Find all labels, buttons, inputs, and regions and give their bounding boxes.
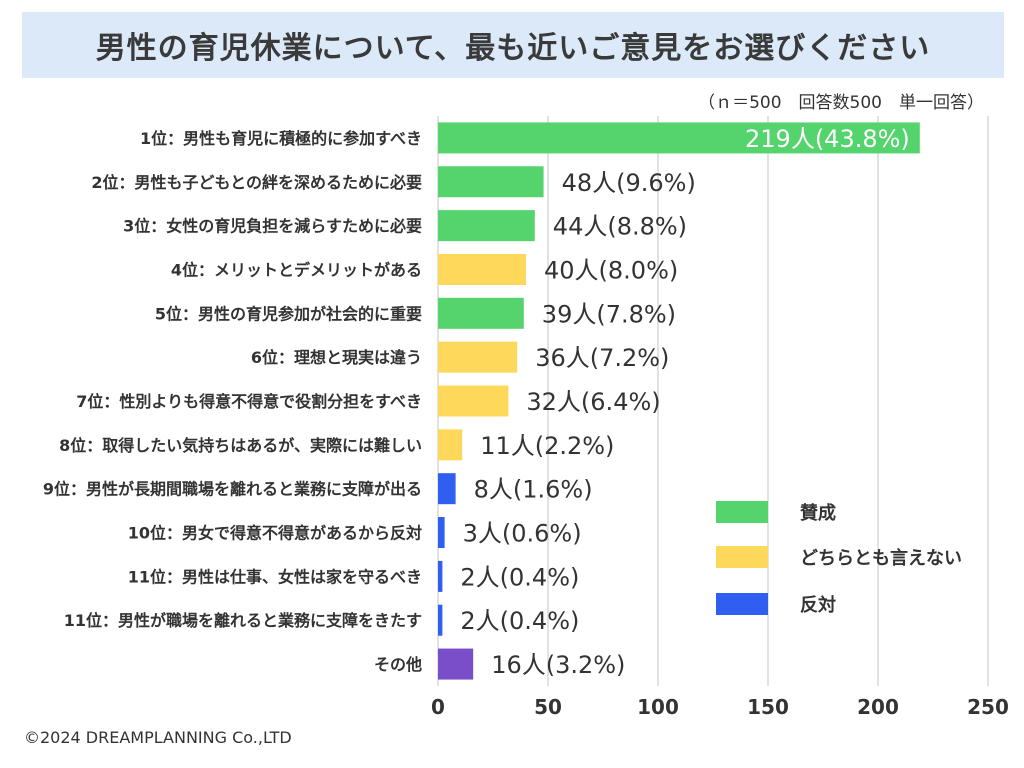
bar <box>438 341 518 373</box>
legend-swatch-neutral <box>716 546 768 568</box>
category-label: その他 <box>374 655 422 674</box>
value-label: 8人(1.6%) <box>474 476 593 504</box>
value-label: 40人(8.0%) <box>544 256 678 284</box>
category-labels: 1位：男性も育児に積極的に参加すべき 2位：男性も子どもとの絆を深めるために必要 3… <box>43 129 422 674</box>
bar <box>438 604 443 636</box>
x-tick-label: 50 <box>534 695 562 719</box>
value-label: 3人(0.6%) <box>463 520 582 548</box>
x-tick-label: 100 <box>637 695 679 719</box>
x-axis-ticks: 0 50 100 150 200 250 <box>431 695 1009 719</box>
bar <box>438 648 474 680</box>
bar <box>438 429 463 461</box>
x-tick-label: 250 <box>967 695 1009 719</box>
chart-title: 男性の育児休業について、最も近いご意見をお選びください <box>95 31 931 66</box>
value-label: 2人(0.4%) <box>460 607 579 635</box>
bar <box>438 297 524 329</box>
category-label: 5位：男性の育児参加が社会的に重要 <box>155 304 422 323</box>
value-label: 36人(7.2%) <box>535 344 669 372</box>
category-label: 11位：男性は仕事、女性は家を守るべき <box>128 567 422 586</box>
bar <box>438 560 443 592</box>
value-label: 16人(3.2%) <box>491 651 625 679</box>
category-label: 3位：女性の育児負担を減らすために必要 <box>123 217 422 236</box>
legend-label: 賛成 <box>800 502 836 524</box>
category-label: 2位：男性も子どもとの絆を深めるために必要 <box>91 173 422 192</box>
bar <box>438 473 456 505</box>
bar <box>438 210 535 242</box>
value-label: 39人(7.8%) <box>542 300 676 328</box>
legend-label: どちらとも言えない <box>800 547 962 569</box>
sample-note: （ｎ＝500 回答数500 単一回答） <box>698 93 984 113</box>
legend-label: 反対 <box>800 594 836 616</box>
value-label: 2人(0.4%) <box>460 563 579 591</box>
bar <box>438 166 544 198</box>
value-label: 32人(6.4%) <box>526 388 660 416</box>
category-label: 1位：男性も育児に積極的に参加すべき <box>140 129 422 148</box>
bar <box>438 517 445 549</box>
value-label: 11人(2.2%) <box>480 432 614 460</box>
bar <box>438 253 526 285</box>
legend-swatch-disagree <box>716 593 768 615</box>
legend-swatch-agree <box>716 501 768 523</box>
x-tick-label: 150 <box>747 695 789 719</box>
value-labels: 219人(43.8%) 48人(9.6%) 44人(8.8%) 40人(8.0%) 39… <box>460 125 909 679</box>
category-label: 11位：男性が職場を離れると業務に支障をきたす <box>64 611 422 630</box>
value-label: 44人(8.8%) <box>553 213 687 241</box>
bar <box>438 122 920 154</box>
category-label: 8位：取得したい気持ちはあるが、実際には難しい <box>59 436 422 455</box>
value-label: 219人(43.8%) <box>745 125 910 153</box>
category-label: 6位：理想と現実は違う <box>251 348 422 367</box>
category-label: 9位：男性が長期間職場を離れると業務に支障が出る <box>43 480 422 499</box>
category-label: 7位：性別よりも得意不得意で役割分担をすべき <box>76 392 422 411</box>
bars <box>438 122 920 680</box>
value-label: 48人(9.6%) <box>562 169 696 197</box>
title-banner: 男性の育児休業について、最も近いご意見をお選びください <box>22 12 1004 78</box>
copyright: ©2024 DREAMPLANNING Co.,LTD <box>24 728 292 747</box>
category-label: 4位：メリットとデメリットがある <box>171 260 422 279</box>
bar <box>438 385 509 417</box>
x-tick-label: 0 <box>431 695 445 719</box>
grid-lines <box>437 116 989 686</box>
category-label: 10位：男女で得意不得意があるから反対 <box>128 524 422 543</box>
x-tick-label: 200 <box>857 695 899 719</box>
